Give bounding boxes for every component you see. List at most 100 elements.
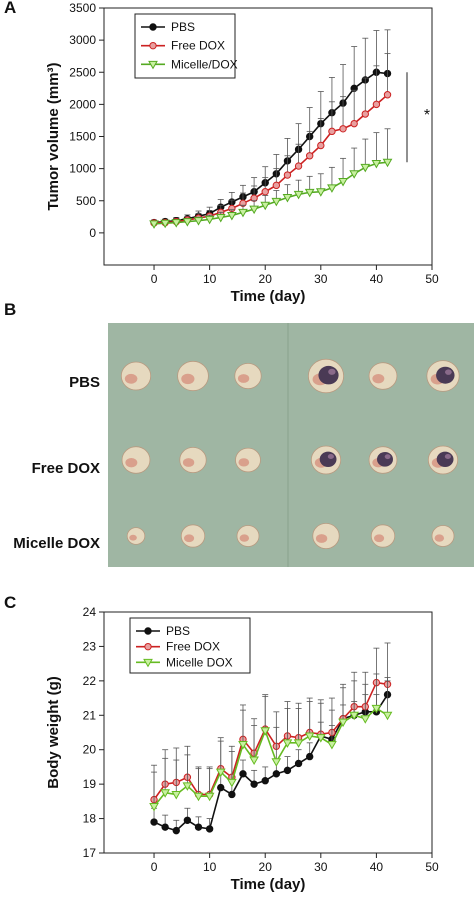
- tumor: [177, 360, 209, 392]
- series-line: [153, 707, 388, 808]
- tumor-tint: [125, 458, 138, 468]
- x-tick-label: 40: [370, 860, 384, 874]
- series-line: [153, 161, 388, 225]
- tumor-tint: [184, 534, 195, 543]
- series-line: [154, 94, 389, 224]
- data-point: [160, 219, 171, 229]
- data-point: [371, 704, 382, 714]
- data-point: [328, 127, 336, 136]
- y-tick-label: 0: [89, 226, 96, 240]
- data-point: [383, 91, 392, 99]
- data-point: [371, 159, 382, 169]
- significance-star: *: [424, 107, 430, 124]
- photo-row-label-pbs: PBS: [69, 374, 100, 391]
- tumor-tint: [124, 373, 138, 384]
- tumor: [234, 363, 262, 390]
- tumor-dark-region: [319, 451, 337, 467]
- tumor-highlight: [327, 453, 334, 460]
- data-point: [193, 217, 204, 226]
- data-point: [304, 732, 315, 741]
- tumor-tint: [181, 373, 195, 385]
- data-point: [382, 711, 393, 721]
- series-micelle-dox: [149, 128, 393, 229]
- legend-marker: [144, 627, 152, 635]
- data-point: [238, 741, 248, 750]
- data-point: [204, 215, 215, 225]
- tumor: [426, 360, 460, 392]
- x-tick-label: 0: [151, 860, 158, 874]
- data-point: [282, 194, 293, 203]
- data-point: [372, 100, 381, 109]
- data-point: [338, 718, 348, 728]
- data-point: [172, 826, 180, 835]
- y-tick-label: 20: [83, 743, 97, 757]
- x-tick-label: 50: [425, 860, 439, 874]
- data-point: [349, 711, 360, 721]
- tumor: [307, 358, 345, 394]
- photo-row-label-micelle-dox: Micelle DOX: [13, 535, 100, 552]
- tumor-highlight: [328, 368, 336, 375]
- x-tick-label: 30: [314, 860, 328, 874]
- data-point: [171, 219, 182, 228]
- y-tick-label: 19: [83, 777, 97, 791]
- plot-frame: [103, 611, 433, 854]
- legend-label: Free DOX: [171, 39, 225, 53]
- legend-marker: [144, 642, 152, 651]
- series-pbs: [150, 677, 392, 835]
- data-point: [282, 739, 293, 748]
- data-point: [271, 197, 282, 207]
- data-point: [149, 220, 159, 229]
- tumor: [368, 362, 398, 390]
- legend-marker: [148, 60, 158, 70]
- data-point: [183, 816, 192, 824]
- data-point: [294, 759, 303, 768]
- legend-label: Micelle/DOX: [171, 57, 238, 71]
- y-tick-label: 3000: [69, 33, 96, 47]
- data-point: [271, 758, 282, 767]
- tumor-dark-region: [436, 366, 455, 384]
- y-tick-label: 1500: [69, 130, 96, 144]
- data-point: [317, 141, 325, 150]
- y-axis-label: Body weight (g): [45, 676, 62, 789]
- legend-label: Micelle DOX: [166, 655, 233, 669]
- data-point: [361, 110, 369, 118]
- x-axis-label: Time (day): [231, 876, 306, 893]
- data-point: [349, 170, 360, 179]
- data-point: [260, 727, 271, 736]
- series-free-dox: [150, 53, 392, 227]
- y-tick-label: 24: [83, 605, 97, 619]
- data-point: [239, 770, 247, 778]
- data-point: [360, 163, 371, 173]
- series-line: [153, 71, 388, 224]
- data-point: [227, 778, 237, 788]
- data-point: [205, 825, 214, 833]
- tumor-tint: [315, 534, 328, 543]
- data-point: [294, 162, 303, 170]
- y-tick-label: 21: [83, 708, 97, 722]
- tumor-tint: [434, 534, 445, 542]
- series-line: [153, 694, 389, 832]
- data-point: [204, 792, 215, 802]
- tumor: [312, 522, 340, 549]
- tumor: [120, 361, 152, 391]
- tumor-tint: [238, 458, 250, 467]
- tumor-dark-region: [318, 365, 339, 385]
- data-point: [304, 188, 315, 198]
- tumor: [235, 447, 261, 473]
- x-tick-label: 20: [259, 860, 273, 874]
- data-point: [227, 212, 237, 221]
- x-tick-label: 30: [314, 272, 328, 286]
- panel-letter-b: B: [4, 300, 17, 319]
- legend-label: Free DOX: [166, 640, 220, 654]
- data-point: [293, 739, 304, 748]
- tumor-photo: [108, 323, 474, 567]
- x-tick-label: 10: [203, 860, 217, 874]
- data-point: [215, 768, 226, 778]
- x-tick-label: 0: [151, 272, 158, 286]
- data-point: [315, 734, 326, 743]
- x-tick-label: 50: [425, 272, 439, 286]
- tumor: [368, 446, 398, 474]
- tumor-tint: [129, 534, 137, 541]
